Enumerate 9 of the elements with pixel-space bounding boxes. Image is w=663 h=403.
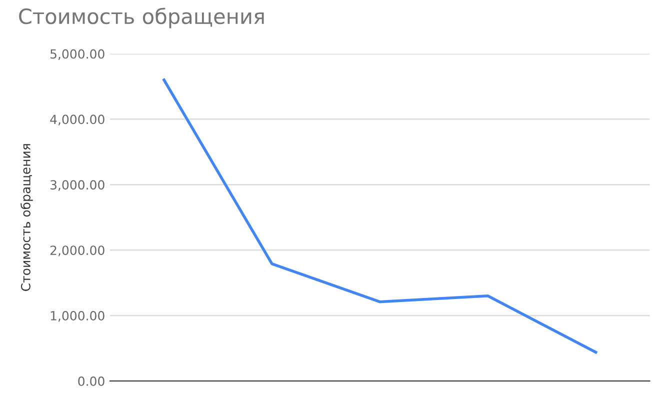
chart-title: Стоимость обращения: [19, 8, 264, 28]
y-tick-label: 4,000.00: [50, 114, 104, 126]
y-axis-title: Стоимость обращения: [20, 144, 33, 291]
y-tick-label: 0.00: [78, 376, 104, 386]
y-tick-label: 5,000.00: [50, 49, 104, 60]
line-series: [162, 78, 598, 354]
y-tick-label: 1,000.00: [50, 311, 104, 322]
y-tick-label: 3,000.00: [50, 180, 104, 191]
y-tick-label: 2,000.00: [50, 246, 104, 256]
